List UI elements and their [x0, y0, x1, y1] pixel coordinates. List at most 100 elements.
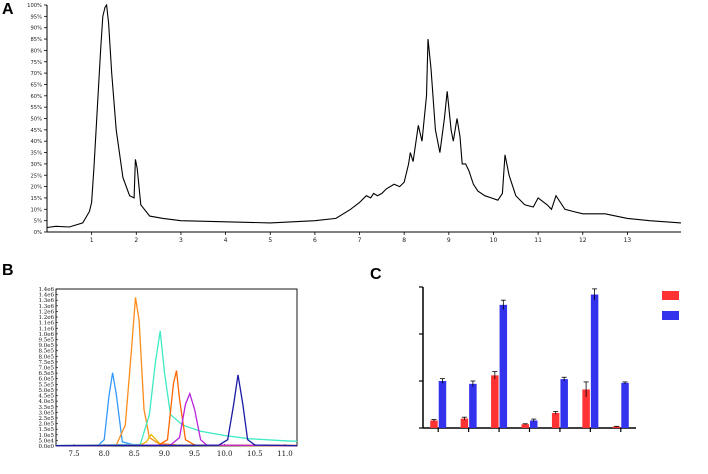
- b-y-tick-label: 1.2e6: [38, 309, 54, 315]
- a-y-tick-label: 90%: [30, 26, 42, 32]
- a-y-tick-label: 40%: [30, 139, 42, 145]
- b-y-tick-label: 6.5e5: [38, 371, 54, 377]
- a-y-tick-label: 95%: [30, 14, 42, 20]
- c-bar-hkc: [560, 379, 568, 428]
- a-y-tick-label: 50%: [30, 117, 42, 123]
- b-y-tick-label: 5.0e4: [38, 438, 54, 444]
- b-series-hy-line: [55, 297, 298, 447]
- a-y-tick-label: 15%: [30, 196, 42, 202]
- panel-label-a: A: [2, 1, 14, 18]
- b-series-qt-line: [55, 374, 298, 447]
- b-y-tick-label: 1.0e5: [38, 433, 54, 439]
- b-y-tick-label: 7.0e5: [38, 366, 54, 372]
- a-y-tick-label: 60%: [30, 94, 42, 100]
- b-y-tick-label: 3.5e5: [38, 405, 54, 411]
- b-x-tick-label: 9.0: [159, 450, 170, 458]
- b-y-tick-label: 1.0e6: [38, 332, 54, 338]
- b-plot-frame: [55, 288, 298, 447]
- c-legend-swatch-hkc: [662, 311, 679, 320]
- a-x-tick-label: 13: [624, 237, 632, 244]
- panel-c-bar-chart: [419, 286, 679, 432]
- a-tic-trace: [46, 3, 682, 229]
- b-y-tick-label: 4.5e5: [38, 394, 54, 400]
- b-y-tick-label: 1.3e6: [38, 304, 54, 310]
- b-series-q3g-line: [55, 370, 298, 447]
- a-y-tick-label: 20%: [30, 185, 42, 191]
- c-legend-swatch-tfa: [662, 291, 679, 300]
- c-bar-hkc: [438, 381, 447, 428]
- b-y-tick-label: 1.1e6: [38, 326, 54, 332]
- a-y-tick-label: 70%: [30, 71, 42, 77]
- b-x-tick-label: 8.5: [129, 450, 140, 458]
- a-x-tick-label: 9: [447, 237, 451, 244]
- b-x-tick-label: 10.5: [247, 450, 263, 458]
- c-bar-hkc: [469, 383, 477, 428]
- a-y-tick-label: 45%: [30, 128, 42, 134]
- b-x-tick-label: 9.5: [189, 450, 200, 458]
- b-x-tick-label: 8.0: [99, 450, 110, 458]
- a-y-tick-label: 25%: [30, 173, 42, 179]
- c-bar-hkc: [621, 382, 629, 428]
- a-y-tick-label: 80%: [30, 48, 42, 54]
- c-bar-tfa: [430, 420, 438, 428]
- b-y-tick-label: 8.0e5: [38, 354, 54, 360]
- b-y-tick-label: 7.5e5: [38, 360, 54, 366]
- b-y-tick-label: 4.0e5: [38, 399, 54, 405]
- b-y-tick-label: 9.0e5: [38, 343, 54, 349]
- c-bar-tfa: [460, 418, 469, 428]
- a-y-tick-label: 55%: [30, 105, 42, 111]
- a-y-tick-label: 75%: [30, 60, 42, 66]
- a-y-tick-label: 10%: [30, 207, 42, 213]
- b-y-tick-label: 5.0e5: [38, 388, 54, 394]
- b-y-tick-label: 9.5e5: [38, 337, 54, 343]
- c-bar-hkc: [590, 294, 599, 428]
- c-bar-tfa: [521, 424, 529, 428]
- a-x-tick-label: 10: [490, 237, 498, 244]
- c-bar-hkc: [530, 420, 538, 428]
- a-y-tick-label: 5%: [34, 219, 42, 225]
- b-y-tick-label: 1.4e6: [38, 287, 54, 293]
- c-bar-tfa: [491, 375, 499, 428]
- a-x-tick-label: 5: [268, 237, 272, 244]
- b-y-tick-label: 1.5e5: [38, 427, 54, 433]
- b-y-tick-label: 1.1e6: [38, 321, 54, 327]
- b-y-tick-label: 1.2e6: [38, 315, 54, 321]
- a-x-tick-label: 4: [224, 237, 228, 244]
- a-x-tick-label: 8: [402, 237, 406, 244]
- b-series-my-line: [55, 391, 298, 447]
- a-x-tick-label: 1: [90, 237, 94, 244]
- a-x-tick-label: 3: [179, 237, 183, 244]
- a-x-tick-label: 7: [358, 237, 362, 244]
- a-x-tick-label: 12: [579, 237, 587, 244]
- panel-b-xic-chart: 0.0e05.0e41.0e51.5e52.0e52.5e53.0e53.5e5…: [38, 287, 298, 458]
- b-x-tick-label: 11.0: [277, 450, 293, 458]
- b-y-tick-label: 1.4e6: [38, 293, 54, 299]
- b-y-tick-label: 1.3e6: [38, 298, 54, 304]
- a-x-tick-label: 2: [134, 237, 138, 244]
- a-y-tick-label: 30%: [30, 162, 42, 168]
- c-bar-tfa: [612, 426, 621, 428]
- c-bar-tfa: [551, 412, 560, 428]
- b-y-tick-label: 2.0e5: [38, 422, 54, 428]
- a-y-tick-label: 0%: [34, 230, 42, 236]
- panel-label-c: C: [370, 266, 382, 283]
- c-bar-hkc: [499, 304, 508, 428]
- b-y-tick-label: 5.5e5: [38, 382, 54, 388]
- c-bar-tfa: [582, 389, 590, 428]
- b-y-tick-label: 0.0e0: [38, 444, 54, 450]
- b-y-tick-label: 2.5e5: [38, 416, 54, 422]
- a-x-tick-label: 6: [313, 237, 317, 244]
- a-y-tick-label: 85%: [30, 37, 42, 43]
- b-y-tick-label: 6.0e5: [38, 377, 54, 383]
- a-y-tick-label: 100%: [27, 3, 42, 9]
- b-series-rt-line: [55, 372, 298, 447]
- panel-label-b: B: [2, 262, 14, 279]
- b-x-tick-label: 10.0: [217, 450, 233, 458]
- a-y-tick-label: 65%: [30, 82, 42, 88]
- b-series-hi-line: [55, 330, 298, 447]
- b-x-tick-label: 7.5: [69, 450, 80, 458]
- a-y-tick-label: 35%: [30, 151, 42, 157]
- b-y-tick-label: 3.0e5: [38, 410, 54, 416]
- panel-a-chromatogram: 0% 5% 10% 15% 20% 25% 30% 35% 40% 45% 50% 55% 60% 65%…: [27, 3, 682, 244]
